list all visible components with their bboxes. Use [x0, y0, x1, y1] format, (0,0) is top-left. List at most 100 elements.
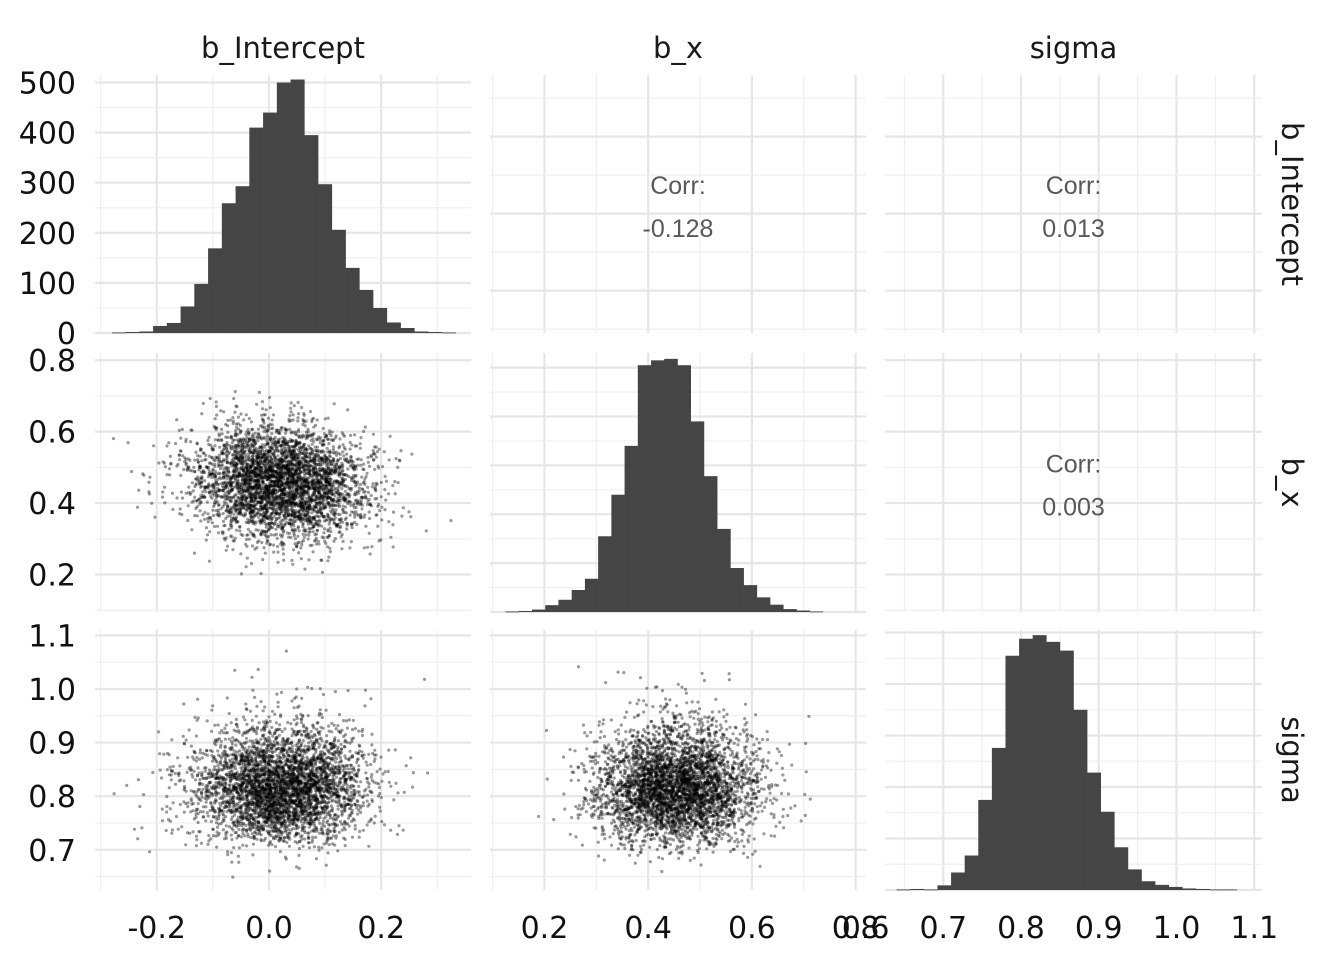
- scatter-point: [280, 504, 284, 508]
- scatter-point: [261, 477, 265, 481]
- scatter-point: [233, 450, 237, 454]
- scatter-point: [294, 519, 298, 523]
- scatter-point: [343, 459, 347, 463]
- scatter-point: [293, 494, 297, 498]
- scatter-point: [220, 427, 224, 431]
- scatter-point: [216, 482, 220, 486]
- scatter-point: [226, 430, 230, 434]
- scatter-point: [329, 517, 334, 521]
- scatter-point: [257, 390, 261, 394]
- scatter-point: [251, 468, 255, 472]
- scatter-point: [363, 482, 367, 486]
- scatter-point: [234, 500, 238, 504]
- scatter-point: [324, 480, 328, 484]
- scatter-point: [204, 538, 208, 542]
- panel-b_Intercept-b_x: [490, 75, 866, 333]
- scatter-point: [362, 496, 366, 500]
- scatter-point: [325, 498, 329, 502]
- scatter-point: [244, 413, 248, 417]
- scatter-point: [290, 438, 294, 442]
- scatter-point: [341, 508, 345, 512]
- scatter-point: [366, 545, 370, 549]
- scatter-point: [292, 498, 296, 502]
- scatter-point: [287, 462, 291, 467]
- scatter-point: [307, 499, 311, 504]
- scatter-point: [360, 487, 364, 491]
- scatter-point: [296, 448, 301, 452]
- scatter-point: [234, 520, 238, 525]
- scatter-point: [302, 475, 306, 479]
- scatter-point: [316, 472, 320, 476]
- scatter-point: [199, 500, 203, 504]
- scatter-point: [300, 456, 304, 460]
- scatter-point: [276, 560, 280, 564]
- scatter-point: [359, 495, 363, 500]
- scatter-point: [368, 503, 373, 507]
- scatter-point: [223, 523, 227, 528]
- scatter-point: [326, 416, 330, 420]
- scatter-point: [256, 473, 260, 477]
- scatter-point: [308, 458, 312, 463]
- scatter-point: [225, 494, 229, 498]
- scatter-point: [239, 485, 244, 490]
- scatter-point: [234, 484, 238, 488]
- scatter-point: [304, 477, 308, 482]
- scatter-point: [251, 505, 255, 509]
- scatter-point: [324, 472, 328, 476]
- scatter-point: [258, 482, 262, 486]
- scatter-point: [294, 453, 298, 457]
- scatter-point: [290, 470, 294, 474]
- scatter-point: [370, 545, 374, 549]
- scatter-point: [261, 558, 265, 562]
- scatter-point: [184, 461, 188, 465]
- scatter-point: [112, 792, 116, 796]
- histogram-bar: [1195, 888, 1210, 890]
- scatter-point: [244, 507, 248, 511]
- scatter-point: [384, 498, 388, 502]
- scatter-point: [233, 410, 237, 414]
- scatter-point: [360, 495, 364, 500]
- scatter-point: [312, 845, 316, 849]
- scatter-point: [244, 466, 248, 470]
- scatter-point: [240, 497, 245, 501]
- scatter-point: [287, 419, 291, 423]
- scatter-point: [137, 488, 141, 492]
- scatter-point: [162, 461, 167, 465]
- scatter-point: [188, 468, 192, 473]
- scatter-point: [376, 504, 380, 508]
- scatter-point: [287, 474, 291, 478]
- scatter-point: [307, 444, 311, 448]
- scatter-point: [328, 496, 333, 500]
- scatter-point: [235, 405, 239, 409]
- scatter-point: [286, 514, 290, 518]
- scatter-point: [279, 457, 283, 461]
- scatter-point: [189, 428, 193, 432]
- scatter-point: [269, 459, 273, 463]
- scatter-point: [248, 510, 252, 515]
- scatter-point: [241, 715, 245, 719]
- scatter-point: [320, 477, 324, 481]
- scatter-point: [304, 453, 308, 457]
- scatter-point: [374, 445, 378, 449]
- scatter-point: [360, 733, 365, 738]
- scatter-point: [266, 488, 270, 492]
- scatter-point: [195, 499, 199, 503]
- scatter-point: [291, 562, 295, 566]
- scatter-point: [240, 478, 244, 482]
- histogram-bar: [263, 112, 278, 333]
- scatter-point: [296, 510, 300, 514]
- scatter-point: [259, 476, 264, 481]
- scatter-point: [245, 458, 249, 462]
- scatter-point: [293, 515, 297, 519]
- scatter-point: [250, 459, 254, 463]
- scatter-point: [212, 513, 216, 518]
- scatter-point: [357, 486, 361, 490]
- scatter-point: [291, 501, 295, 505]
- scatter-point: [242, 514, 246, 518]
- scatter-point: [349, 455, 353, 459]
- scatter-point: [288, 414, 292, 418]
- scatter-point: [328, 429, 332, 433]
- scatter-point: [349, 522, 353, 526]
- scatter-point: [424, 529, 428, 533]
- scatter-point: [349, 500, 353, 504]
